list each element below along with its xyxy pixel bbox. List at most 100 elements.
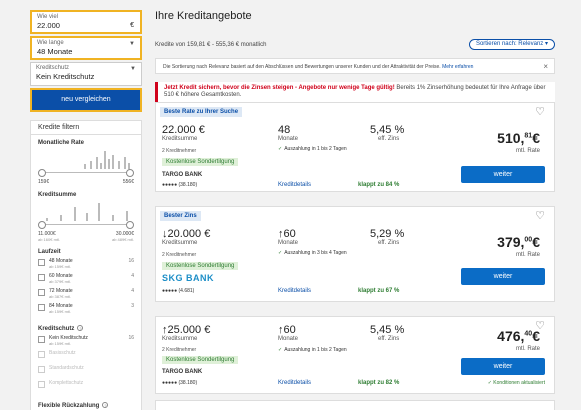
close-icon[interactable]: ×: [543, 62, 548, 71]
flex-repayment-title-text: Flexible Rückzahlung: [38, 403, 100, 409]
offer-amount: ↑25.000 €: [162, 324, 211, 336]
checkbox[interactable]: [38, 289, 45, 296]
term-option-label: 84 Monate: [49, 303, 73, 309]
chevron-down-icon: ▼: [130, 66, 136, 72]
monthly-rate-max: 556€: [122, 179, 134, 185]
monthly-rate-slider[interactable]: [38, 169, 134, 177]
offer-months-label: Monate: [278, 336, 299, 342]
price-main: 476,: [497, 328, 525, 344]
conditions-updated: ✓ Konditionen aktualisiert: [487, 380, 545, 386]
offer-card[interactable]: [155, 400, 555, 410]
continue-button[interactable]: weiter: [461, 358, 545, 375]
price-unit: €: [532, 328, 540, 344]
term-option[interactable]: 84 Monate ab 159€ mtl. 3: [38, 303, 134, 318]
price-main: 379,: [497, 234, 525, 250]
details-link[interactable]: Kreditdetails: [278, 182, 312, 188]
chevron-down-icon: ▼: [129, 41, 135, 47]
monthly-rate-filter: Monatliche Rate 159€ 556€: [31, 135, 141, 187]
monthly-price: 379,00€: [497, 234, 540, 250]
offer-tag: Bester Zins: [160, 211, 201, 221]
rating: ●●●●● (38.180): [162, 182, 198, 188]
price-label: mtl. Rate: [515, 346, 540, 352]
offer-months: ↑60: [278, 228, 296, 240]
checkbox[interactable]: [38, 274, 45, 281]
flex-repayment-title: Flexible Rückzahlung?: [38, 402, 134, 409]
slider-min-handle[interactable]: [38, 169, 46, 177]
insurance-value[interactable]: Kein Kreditschutz: [36, 72, 95, 81]
monthly-price: 476,40€: [497, 328, 540, 344]
term-filter: Laufzeit 48 Monate ab 159€ mtl. 16 60 Mona…: [31, 244, 141, 320]
term-option-count: 16: [128, 258, 134, 264]
price-cents: 40: [524, 330, 533, 338]
term-option-sub: ab 387€ mtl.: [49, 294, 72, 299]
rating: ●●●●● (38.180): [162, 380, 198, 386]
heart-icon[interactable]: ♡: [535, 210, 545, 222]
amount-field[interactable]: Wie viel 22.000 €: [30, 10, 142, 34]
learn-more-link[interactable]: Mehr erfahren: [442, 64, 474, 70]
term-option[interactable]: 48 Monate ab 159€ mtl. 16: [38, 258, 134, 273]
checkbox[interactable]: [38, 336, 45, 343]
offers-area: Ihre Kreditangebote Kredite von 159,81 €…: [155, 10, 555, 103]
credit-sum-min-sub: ab 160€ mtl.: [38, 237, 61, 242]
monthly-rate-title: Monatliche Rate: [38, 140, 85, 146]
offer-card[interactable]: ♡ ↑25.000 € Kreditsumme 2 Kreditnehmer K…: [155, 316, 555, 394]
offer-months-label: Monate: [278, 240, 299, 246]
payout-text: Auszahlung in 3 bis 4 Tagen: [284, 250, 347, 256]
protection-option-label: Kein Kreditschutz: [49, 335, 88, 341]
range-text: Kredite von 159,81 € - 555,36 € monatlic…: [155, 42, 267, 48]
continue-button[interactable]: weiter: [461, 268, 545, 285]
offer-rate: 5,45 %: [370, 324, 405, 336]
credit-sum-min: 11.000€: [38, 231, 56, 237]
insurance-select[interactable]: Kreditschutz Kein Kreditschutz ▼: [30, 62, 142, 86]
checkbox[interactable]: [38, 304, 45, 311]
checkbox: [38, 381, 45, 388]
offer-amount-label: Kreditsumme: [162, 336, 198, 342]
notice-text: Die Sortierung nach Relevanz basiert auf…: [163, 64, 441, 70]
bank-logo: SKG BANK: [162, 273, 215, 283]
payout-info: ✓ Auszahlung in 1 bis 2 Tagen: [278, 347, 347, 353]
compare-button[interactable]: neu vergleichen: [30, 88, 142, 112]
term-option[interactable]: 72 Monate ab 387€ mtl. 4: [38, 288, 134, 303]
term-option-label: 60 Monate: [49, 273, 73, 279]
checkbox[interactable]: [38, 259, 45, 266]
protection-title-text: Kreditschutz: [38, 326, 75, 332]
continue-button[interactable]: weiter: [461, 166, 545, 183]
sort-select[interactable]: Sortieren nach: Relevanz ▾: [468, 39, 555, 50]
heart-icon[interactable]: ♡: [535, 106, 545, 118]
info-icon[interactable]: ?: [102, 402, 109, 408]
slider-max-handle[interactable]: [126, 169, 134, 177]
protection-option[interactable]: Kein Kreditschutz ab 159€ mtl. 16: [38, 335, 134, 350]
payout-text: Auszahlung in 1 bis 2 Tagen: [284, 146, 347, 152]
offer-rate: 5,45 %: [370, 124, 405, 136]
details-link[interactable]: Kreditdetails: [278, 288, 312, 294]
amount-value[interactable]: 22.000: [37, 21, 60, 30]
slider-max-handle[interactable]: [126, 221, 134, 229]
offer-card[interactable]: Bester Zins ♡ ↓20.000 € Kreditsumme 2 Kr…: [155, 206, 555, 302]
bank-logo: TARGO BANK: [162, 172, 203, 178]
insurance-label: Kreditschutz: [36, 65, 70, 71]
offer-borrowers: 2 Kreditnehmer: [162, 347, 197, 353]
info-icon[interactable]: ?: [77, 325, 84, 331]
term-option-label: 48 Monate: [49, 258, 73, 264]
details-link[interactable]: Kreditdetails: [278, 380, 312, 386]
checkbox: [38, 366, 45, 373]
term-option[interactable]: 60 Monate ab 379€ mtl. 4: [38, 273, 134, 288]
credit-sum-slider[interactable]: [38, 221, 134, 229]
price-unit: €: [532, 130, 540, 146]
slider-min-handle[interactable]: [38, 221, 46, 229]
price-cents: 81: [524, 132, 533, 140]
early-repayment-badge: Kostenlose Sondertilgung: [162, 262, 239, 270]
duration-value[interactable]: 48 Monate: [37, 47, 73, 56]
offer-amount-label: Kreditsumme: [162, 240, 198, 246]
duration-select[interactable]: Wie lange 48 Monate ▼: [30, 36, 142, 60]
heart-icon[interactable]: ♡: [535, 320, 545, 332]
term-option-sub: ab 379€ mtl.: [49, 279, 72, 284]
protection-filter: Kreditschutz? Kein Kreditschutz ab 159€ m…: [31, 320, 141, 397]
payout-info: ✓ Auszahlung in 1 bis 2 Tagen: [278, 146, 347, 152]
price-label: mtl. Rate: [515, 148, 540, 154]
credit-sum-histogram: [38, 201, 134, 221]
offer-card[interactable]: Beste Rate zu Ihrer Suche ♡ 22.000 € Kre…: [155, 102, 555, 192]
protection-option-label: Komplettschutz: [49, 380, 84, 386]
offer-amount: ↓20.000 €: [162, 228, 211, 240]
term-option-sub: ab 159€ mtl.: [49, 264, 72, 269]
